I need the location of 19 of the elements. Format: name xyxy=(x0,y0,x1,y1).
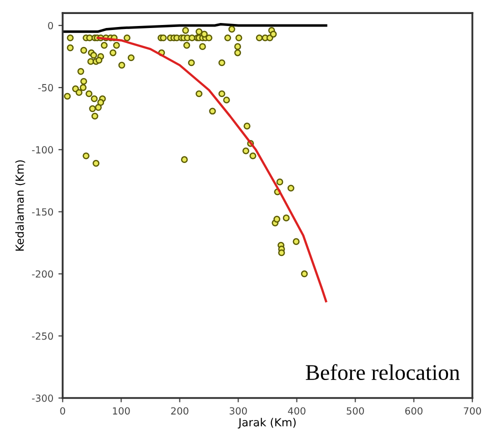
y-tick-label: -200 xyxy=(32,270,53,278)
x-tick-label: 0 xyxy=(60,407,66,415)
x-axis-title: Jarak (Km) xyxy=(238,418,296,429)
y-tick-label: -150 xyxy=(32,208,53,216)
y-tick-label: -300 xyxy=(32,394,53,402)
y-tick-label: -250 xyxy=(32,332,53,340)
x-tick-label: 600 xyxy=(405,407,422,415)
x-tick-label: 300 xyxy=(230,407,247,415)
line-series xyxy=(62,22,328,33)
y-tick-label: -50 xyxy=(38,84,53,92)
x-tick-label: 200 xyxy=(171,407,188,415)
annotation: Before relocation xyxy=(306,364,460,380)
y-tick-label: -100 xyxy=(32,146,53,154)
x-tick-label: 100 xyxy=(112,407,130,415)
x-tick-label: 700 xyxy=(464,407,481,415)
x-tick-label: 500 xyxy=(346,407,364,415)
y-tick-label: 0 xyxy=(48,22,53,30)
x-tick-label: 400 xyxy=(288,407,306,415)
y-axis-title: Kedalaman (Km) xyxy=(15,160,26,251)
